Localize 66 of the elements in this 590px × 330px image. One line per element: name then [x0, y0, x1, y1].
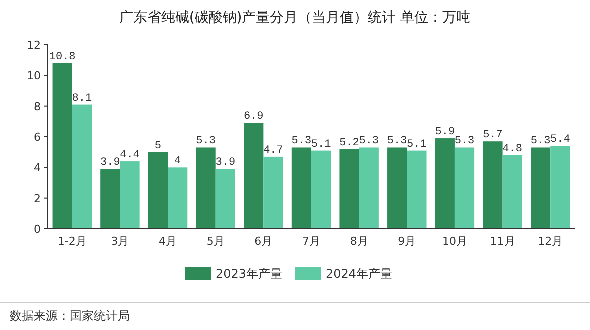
data-label: 5.3: [196, 136, 216, 148]
bar: [196, 148, 216, 229]
bar: [359, 148, 379, 229]
data-label: 5.3: [387, 136, 408, 148]
y-tick-label: 12: [27, 39, 41, 52]
bar: [168, 168, 188, 229]
data-label: 5.4: [550, 134, 571, 146]
bar: [531, 148, 551, 229]
bar: [483, 142, 503, 229]
data-label: 4.4: [120, 150, 140, 162]
data-label: 4.7: [264, 144, 284, 157]
x-tick-label: 10月: [442, 235, 468, 248]
bar: [264, 156, 284, 229]
data-label: 5.3: [359, 136, 380, 148]
y-tick-label: 2: [34, 192, 41, 206]
data-label: 10.8: [49, 51, 76, 64]
bar: [454, 148, 475, 229]
legend-label: 2024年产量: [326, 267, 393, 281]
bar: [312, 150, 332, 229]
bar: [435, 138, 455, 229]
x-tick-label: 3月: [111, 235, 130, 248]
x-tick-label: 9月: [398, 235, 416, 248]
data-label: 6.9: [244, 111, 264, 124]
bar: [550, 146, 570, 229]
bar: [148, 152, 168, 229]
data-label: 8.1: [72, 92, 92, 105]
x-tick-label: 6月: [254, 235, 273, 248]
x-tick-label: 1-2月: [58, 235, 87, 248]
bar: [52, 63, 72, 229]
bar: [340, 149, 360, 229]
x-tick-label: 8月: [350, 235, 368, 248]
data-label: 5.3: [292, 136, 312, 148]
y-tick-label: 10: [27, 70, 41, 83]
source-note: 数据来源：国家统计局: [10, 309, 130, 323]
y-tick-label: 4: [34, 162, 41, 175]
data-label: 5.3: [454, 136, 475, 148]
data-label: 5.3: [530, 136, 551, 148]
chart-title: 广东省纯碱(碳酸钠)产量分月（当月值）统计 单位：万吨: [119, 10, 471, 26]
y-tick-label: 0: [34, 223, 41, 236]
legend-label: 2023年产量: [216, 267, 283, 281]
bar: [100, 169, 120, 229]
bar: [407, 150, 427, 229]
data-label: 4: [174, 156, 182, 168]
data-label: 3.9: [100, 157, 120, 170]
bar: [216, 169, 236, 229]
x-tick-label: 12月: [538, 235, 564, 248]
data-label: 5.2: [340, 137, 360, 150]
data-label: 4.8: [502, 143, 522, 156]
x-tick-label: 7月: [302, 235, 320, 248]
y-tick-label: 8: [34, 100, 41, 114]
bar: [292, 148, 312, 229]
data-label: 5.7: [483, 130, 503, 142]
x-tick-label: 4月: [159, 235, 178, 248]
data-label: 5.9: [435, 126, 456, 139]
data-label: 5.1: [407, 138, 428, 151]
data-label: 3.9: [216, 157, 236, 170]
x-tick-label: 5月: [206, 235, 225, 248]
data-label: 5: [154, 140, 162, 152]
x-tick-label: 11月: [490, 235, 516, 248]
bar: [244, 123, 264, 229]
bar: [502, 155, 522, 229]
bar: [72, 104, 92, 229]
bar: [120, 162, 140, 229]
bar: [388, 148, 408, 229]
y-tick-label: 6: [34, 131, 41, 144]
data-label: 5.1: [311, 138, 332, 151]
